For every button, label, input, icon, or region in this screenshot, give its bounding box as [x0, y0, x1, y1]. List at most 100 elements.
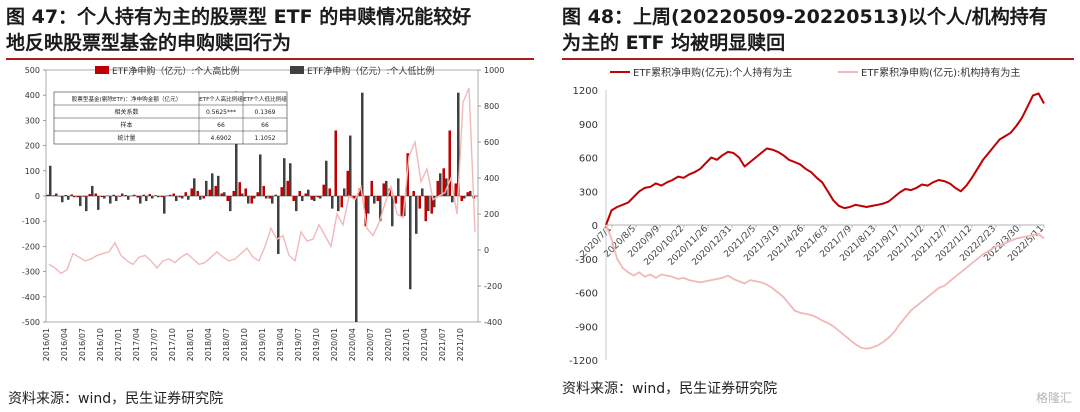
bar-high-ratio: [178, 196, 181, 198]
bar-low-ratio: [361, 92, 364, 196]
legend-swatch-low: [290, 66, 304, 74]
bar-high-ratio: [244, 188, 247, 196]
inset-table-cell: 4.6902: [211, 135, 232, 142]
bar-low-ratio: [307, 189, 310, 196]
bar-low-ratio: [325, 160, 328, 196]
bar-high-ratio: [208, 189, 211, 196]
bar-low-ratio: [247, 196, 250, 204]
bar-high-ratio: [184, 192, 187, 196]
bar-high-ratio: [238, 182, 241, 196]
y-tick-label: 1200: [573, 86, 598, 97]
bar-high-ratio: [298, 190, 301, 196]
bar-high-ratio: [220, 193, 223, 196]
bar-high-ratio: [256, 192, 259, 196]
bar-low-ratio: [373, 196, 376, 204]
inset-table-header: ETF个人高比例组: [199, 95, 243, 103]
bar-high-ratio: [94, 193, 97, 196]
bar-low-ratio: [391, 196, 394, 227]
bar-low-ratio: [463, 196, 466, 199]
bar-high-ratio: [466, 192, 469, 196]
bar-high-ratio: [88, 193, 91, 196]
bar-low-ratio: [367, 196, 370, 214]
bar-high-ratio: [346, 170, 349, 196]
bar-low-ratio: [433, 196, 436, 208]
y2-tick-label: 0: [484, 246, 489, 255]
bar-high-ratio: [460, 196, 463, 202]
legend-label-individual: ETF累积净申购(亿元):个人持有为主: [633, 66, 792, 79]
left-source-note: 资料来源：wind，民生证券研究院: [8, 391, 224, 407]
bar-low-ratio: [67, 196, 70, 200]
bar-high-ratio: [106, 195, 109, 196]
right-title-line2: 为主的 ETF 均被明显赎回: [562, 32, 786, 54]
bar-high-ratio: [196, 190, 199, 196]
y-tick-label: 900: [579, 120, 598, 131]
bar-low-ratio: [427, 196, 430, 212]
bar-low-ratio: [295, 196, 298, 212]
bar-high-ratio: [430, 196, 433, 214]
x-tick-label: 2017/01: [114, 328, 123, 361]
x-tick-label: 2017/04: [132, 328, 141, 361]
x-tick-label: 2020/07: [366, 328, 375, 361]
bar-low-ratio: [157, 196, 160, 198]
y-tick-label: -200: [22, 242, 40, 251]
bar-low-ratio: [193, 178, 196, 196]
bar-high-ratio: [166, 195, 169, 196]
bar-low-ratio: [229, 196, 232, 212]
x-tick-label: 2021/01: [402, 328, 411, 361]
line-institution-holders: [605, 224, 1045, 350]
inset-table-header: ETF个人低比例组: [243, 95, 287, 103]
x-tick-label: 2016/04: [60, 328, 69, 361]
x-tick-label: 2016/07: [78, 328, 87, 361]
bar-low-ratio: [169, 194, 172, 196]
x-tick-label: 2020/04: [348, 328, 357, 361]
bar-low-ratio: [445, 178, 448, 196]
x-tick-label: 2016/01: [42, 328, 51, 361]
bar-high-ratio: [412, 190, 415, 196]
bar-low-ratio: [121, 193, 124, 196]
bar-low-ratio: [415, 196, 418, 234]
bar-high-ratio: [340, 196, 343, 208]
y-tick-label: -500: [22, 318, 40, 327]
inset-table-cell: 66: [217, 122, 225, 129]
inset-table-cell: 统计量: [117, 134, 135, 142]
bar-high-ratio: [358, 188, 361, 196]
bar-high-ratio: [148, 193, 151, 196]
bar-high-ratio: [46, 194, 49, 196]
x-tick-label: 2017/10: [168, 328, 177, 361]
y-tick-label: 600: [579, 154, 598, 165]
bar-high-ratio: [400, 196, 403, 217]
right-chart: -1200-900-600-300030060090012002020/7/12…: [569, 66, 1046, 367]
bar-high-ratio: [424, 196, 427, 222]
inset-table-cell: 66: [261, 122, 269, 129]
bar-high-ratio: [310, 196, 313, 200]
bar-low-ratio: [73, 196, 76, 198]
y-tick-label: 300: [25, 116, 40, 125]
bar-high-ratio: [268, 196, 271, 199]
bar-low-ratio: [97, 196, 100, 210]
bar-low-ratio: [319, 196, 322, 199]
bar-low-ratio: [151, 196, 154, 199]
bar-low-ratio: [283, 158, 286, 196]
inset-table-cell: 0.5625***: [206, 109, 236, 116]
x-tick-label: 2021/07: [438, 328, 447, 361]
y-tick-label: -400: [22, 293, 40, 302]
bar-low-ratio: [175, 196, 178, 202]
bar-high-ratio: [52, 195, 55, 196]
bar-low-ratio: [421, 188, 424, 196]
bar-low-ratio: [103, 196, 106, 199]
y-tick-label: 0: [592, 221, 598, 232]
bar-high-ratio: [442, 168, 445, 196]
right-figure-panel: 图 48：上周(20220509-20220513)以个人/机构持有 为主的 E…: [548, 0, 1080, 412]
inset-table-cell: 0.1369: [255, 109, 276, 116]
bar-high-ratio: [214, 185, 217, 196]
bar-low-ratio: [181, 196, 184, 199]
bar-high-ratio: [82, 196, 85, 197]
bar-low-ratio: [127, 196, 130, 200]
bar-high-ratio: [352, 196, 355, 199]
bar-high-ratio: [394, 196, 397, 204]
bar-low-ratio: [217, 175, 220, 196]
legend-label-high: ETF净申购（亿元）:个人高比例: [112, 65, 239, 77]
bar-low-ratio: [79, 196, 82, 207]
left-title-line1: 图 47：个人持有为主的股票型 ETF 的申赎情况能较好: [6, 6, 472, 28]
watermark-logo: 格隆汇: [1035, 391, 1072, 405]
